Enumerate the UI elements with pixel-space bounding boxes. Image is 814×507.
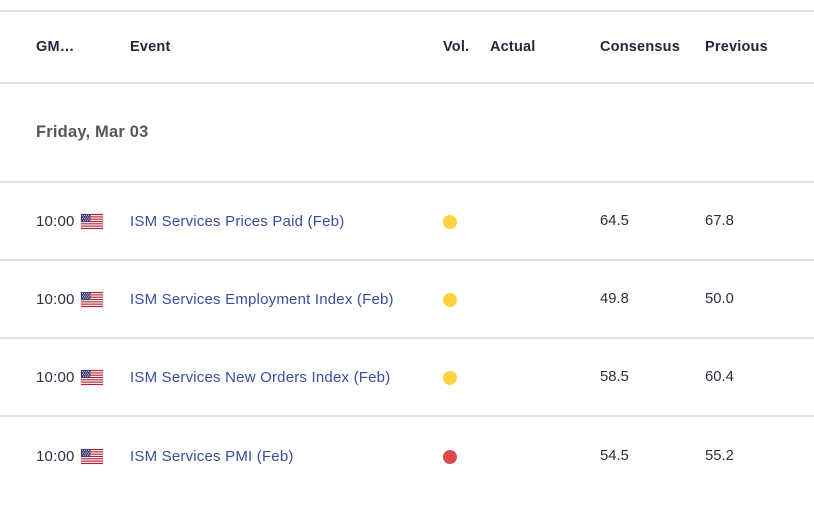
us-flag-icon (81, 291, 130, 307)
us-flag-icon (81, 213, 130, 229)
event-row[interactable]: 10:00 (0, 417, 814, 495)
event-row[interactable]: 10:00 (0, 183, 814, 261)
event-row[interactable]: 10:00 (0, 339, 814, 417)
column-header-actual: Actual (490, 39, 536, 55)
volatility-dot (443, 449, 457, 464)
previous-value: 60.4 (705, 369, 734, 385)
event-row[interactable]: 10:00 (0, 261, 814, 339)
previous-value: 50.0 (705, 291, 734, 307)
event-rows-container: 10:00 (0, 183, 814, 495)
event-link[interactable]: ISM Services New Orders Index (Feb) (130, 368, 391, 386)
event-time: 10:00 (36, 447, 75, 465)
consensus-value: 58.5 (600, 369, 629, 385)
event-time: 10:00 (36, 290, 75, 308)
date-label: Friday, Mar 03 (36, 123, 149, 141)
column-header-consensus: Consensus (600, 39, 680, 55)
column-header-event: Event (130, 39, 171, 55)
volatility-dot (443, 370, 457, 385)
consensus-value: 64.5 (600, 213, 629, 229)
previous-value: 67.8 (705, 213, 734, 229)
table-header-row: GM… Event Vol. Actual Consensus Previous (0, 12, 814, 84)
event-time: 10:00 (36, 212, 75, 230)
column-header-previous: Previous (705, 39, 768, 55)
volatility-dot (443, 214, 457, 229)
column-header-vol: Vol. (443, 39, 470, 55)
previous-value: 55.2 (705, 448, 734, 464)
event-link[interactable]: ISM Services Employment Index (Feb) (130, 290, 394, 308)
us-flag-icon (81, 448, 130, 464)
consensus-value: 54.5 (600, 448, 629, 464)
event-link[interactable]: ISM Services PMI (Feb) (130, 447, 294, 465)
economic-calendar-table: GM… Event Vol. Actual Consensus Previous… (0, 10, 814, 495)
us-flag-icon (81, 369, 130, 385)
event-time: 10:00 (36, 368, 75, 386)
event-link[interactable]: ISM Services Prices Paid (Feb) (130, 212, 345, 230)
column-header-gmt: GM… (36, 39, 75, 55)
consensus-value: 49.8 (600, 291, 629, 307)
volatility-dot (443, 292, 457, 307)
date-group-header: Friday, Mar 03 (0, 84, 814, 183)
